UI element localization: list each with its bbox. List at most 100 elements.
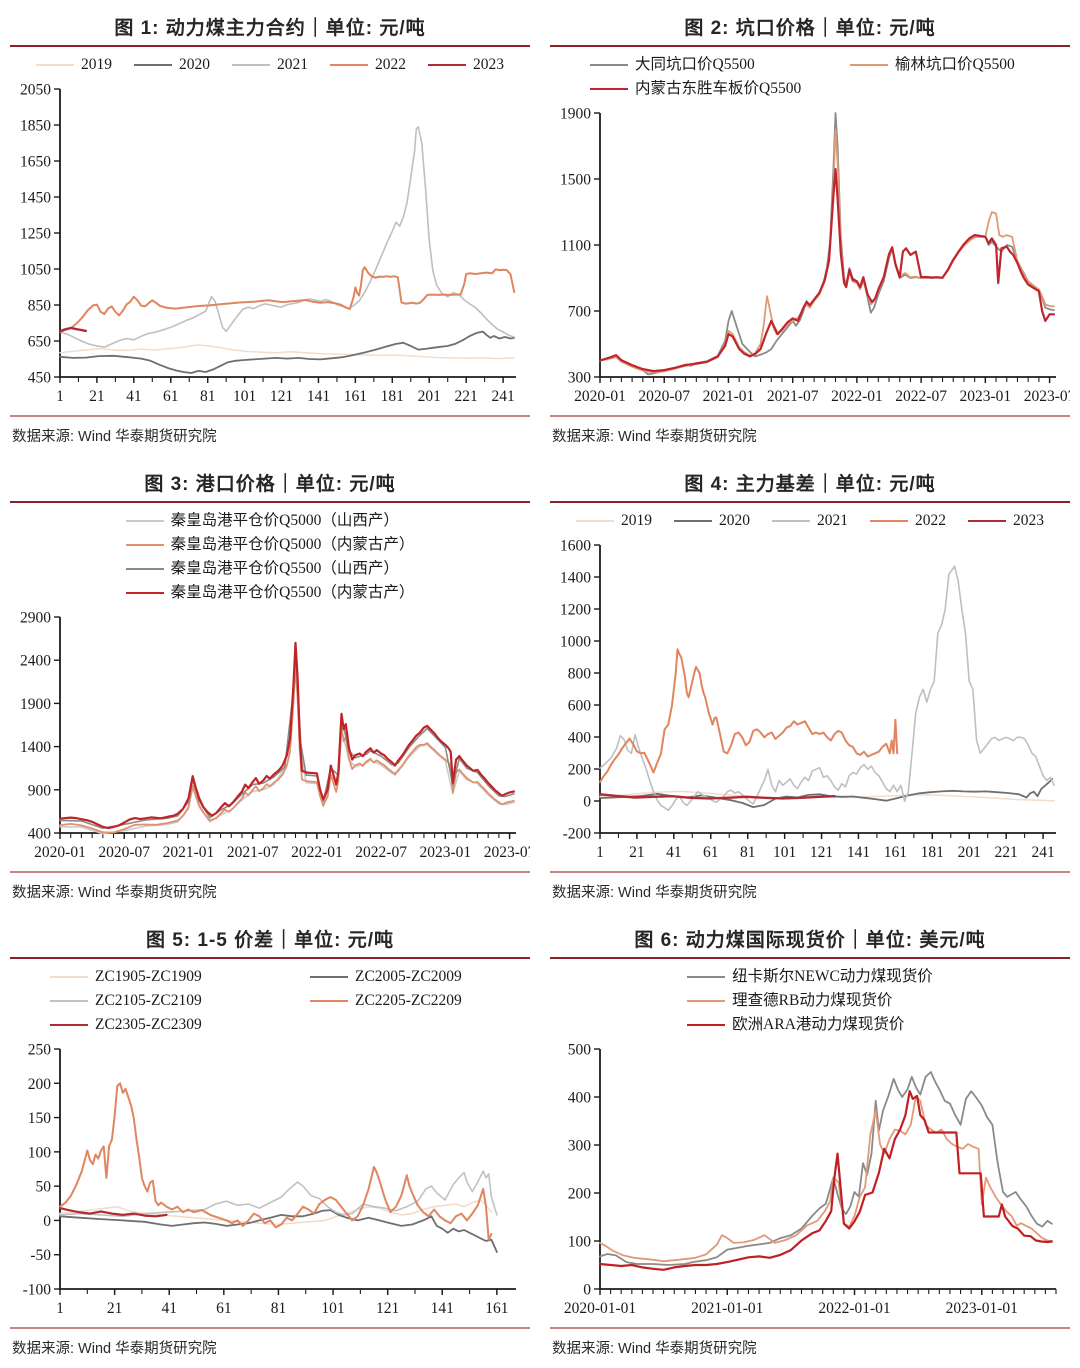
legend-item: 秦皇岛港平仓价Q5500（山西产） (125, 557, 399, 581)
svg-text:450: 450 (28, 370, 52, 387)
svg-text:81: 81 (740, 844, 756, 861)
legend-swatch (772, 520, 810, 522)
svg-text:141: 141 (307, 388, 330, 405)
legend-swatch (870, 520, 908, 522)
svg-text:400: 400 (28, 826, 52, 843)
legend-label: ZC2205-ZC2209 (355, 992, 462, 1009)
svg-text:121: 121 (270, 388, 293, 405)
legend-label: 2019 (81, 56, 112, 73)
svg-text:161: 161 (884, 844, 907, 861)
legend-item: 2019 (36, 53, 112, 77)
svg-text:400: 400 (568, 1090, 592, 1107)
title-underline (10, 501, 530, 503)
svg-text:81: 81 (271, 1300, 287, 1317)
svg-text:141: 141 (847, 844, 870, 861)
svg-text:100: 100 (28, 1144, 52, 1161)
svg-text:-50: -50 (30, 1247, 51, 1264)
svg-text:1250: 1250 (20, 226, 51, 243)
svg-text:2020-07: 2020-07 (638, 388, 690, 405)
svg-text:900: 900 (28, 782, 52, 799)
legend-swatch (968, 520, 1006, 522)
svg-text:241: 241 (491, 388, 514, 405)
legend: 秦皇岛港平仓价Q5000（山西产） 秦皇岛港平仓价Q5000（内蒙古产） 秦皇岛港平… (125, 503, 415, 607)
legend-label: 2022 (375, 56, 406, 73)
svg-text:600: 600 (568, 698, 592, 715)
svg-text:2023-07: 2023-07 (484, 844, 530, 861)
svg-text:2020-01-01: 2020-01-01 (564, 1300, 636, 1317)
legend-swatch (125, 544, 164, 546)
svg-text:181: 181 (921, 844, 944, 861)
legend-label: 2020 (719, 512, 750, 529)
legend-swatch (590, 88, 628, 90)
svg-text:141: 141 (431, 1300, 454, 1317)
legend-item: 2022 (330, 53, 406, 77)
svg-text:200: 200 (28, 1076, 52, 1093)
svg-text:2020-01: 2020-01 (574, 388, 626, 405)
svg-text:850: 850 (28, 298, 52, 315)
svg-text:1900: 1900 (20, 696, 51, 713)
legend-item: 2021 (772, 509, 848, 533)
svg-text:1200: 1200 (560, 602, 591, 619)
svg-text:400: 400 (568, 730, 592, 747)
legend-item: 内蒙古东胜车板价Q5500 (590, 77, 801, 101)
svg-text:1100: 1100 (561, 238, 592, 255)
title-underline (10, 957, 530, 959)
legend-item: ZC2205-ZC2209 (310, 989, 462, 1013)
svg-text:650: 650 (28, 334, 52, 351)
legend-item: 欧洲ARA港动力煤现货价 (687, 1013, 904, 1037)
svg-text:2022-01-01: 2022-01-01 (818, 1300, 890, 1317)
svg-text:1: 1 (596, 844, 604, 861)
svg-text:101: 101 (233, 388, 256, 405)
legend-item: ZC1905-ZC1909 (50, 965, 202, 989)
legend-item: 秦皇岛港平仓价Q5000（山西产） (125, 509, 399, 533)
title-underline (550, 45, 1070, 47)
svg-text:1450: 1450 (20, 190, 51, 207)
svg-text:1900: 1900 (560, 106, 591, 123)
legend-label: 2021 (277, 56, 308, 73)
line-chart: 400 900 1400 1900 2400 2900 2020-01 2020-07 2021… (20, 610, 530, 862)
legend-label: 2020 (179, 56, 210, 73)
legend-item: ZC2305-ZC2309 (50, 1013, 202, 1037)
legend-item: 2019 (576, 509, 652, 533)
svg-text:2021-07: 2021-07 (767, 388, 819, 405)
legend-swatch (687, 976, 726, 978)
svg-text:221: 221 (455, 388, 478, 405)
svg-text:201: 201 (418, 388, 441, 405)
legend-item: 秦皇岛港平仓价Q5000（内蒙古产） (125, 533, 415, 557)
legend-swatch (330, 64, 368, 66)
svg-text:300: 300 (568, 1138, 592, 1155)
legend-item: 2022 (870, 509, 946, 533)
legend-label: 欧洲ARA港动力煤现货价 (732, 1016, 905, 1033)
legend-swatch (36, 64, 74, 66)
svg-text:200: 200 (568, 1186, 592, 1203)
svg-text:100: 100 (568, 1234, 592, 1251)
svg-text:2023-01: 2023-01 (420, 844, 472, 861)
legend-label: 纽卡斯尔NEWC动力煤现货价 (732, 968, 933, 985)
svg-text:61: 61 (216, 1300, 232, 1317)
legend-item: 榆林坑口价Q5500 (850, 53, 1015, 77)
source-note: 数据来源: Wind 华泰期货研究院 (12, 885, 217, 901)
svg-text:121: 121 (376, 1300, 399, 1317)
legend-label: 2021 (817, 512, 848, 529)
legend: 2019 2020 2021 2022 2023 (550, 503, 1070, 535)
figure-title: 图 2: 坑口价格｜单位: 元/吨 (684, 18, 936, 39)
legend-item: 秦皇岛港平仓价Q5500（内蒙古产） (125, 581, 414, 605)
source-divider (550, 871, 1070, 873)
figure-1-main-contract: 图 1: 动力煤主力合约｜单位: 元/吨 2019 2020 2021 2022 202… (0, 0, 540, 456)
svg-text:101: 101 (773, 844, 796, 861)
svg-text:2021-01: 2021-01 (163, 844, 215, 861)
svg-text:121: 121 (810, 844, 833, 861)
svg-text:61: 61 (703, 844, 719, 861)
legend-item: 2020 (674, 509, 750, 533)
legend-label: 秦皇岛港平仓价Q5000（内蒙古产） (170, 536, 415, 553)
svg-text:2022-01: 2022-01 (291, 844, 343, 861)
svg-text:800: 800 (568, 666, 592, 683)
svg-text:2022-07: 2022-07 (895, 388, 947, 405)
legend-swatch (134, 64, 172, 66)
svg-text:2020-07: 2020-07 (98, 844, 150, 861)
legend: 2019 2020 2021 2022 2023 (10, 47, 530, 79)
svg-text:21: 21 (629, 844, 645, 861)
svg-text:2023-01: 2023-01 (960, 388, 1012, 405)
svg-text:2400: 2400 (20, 653, 51, 670)
